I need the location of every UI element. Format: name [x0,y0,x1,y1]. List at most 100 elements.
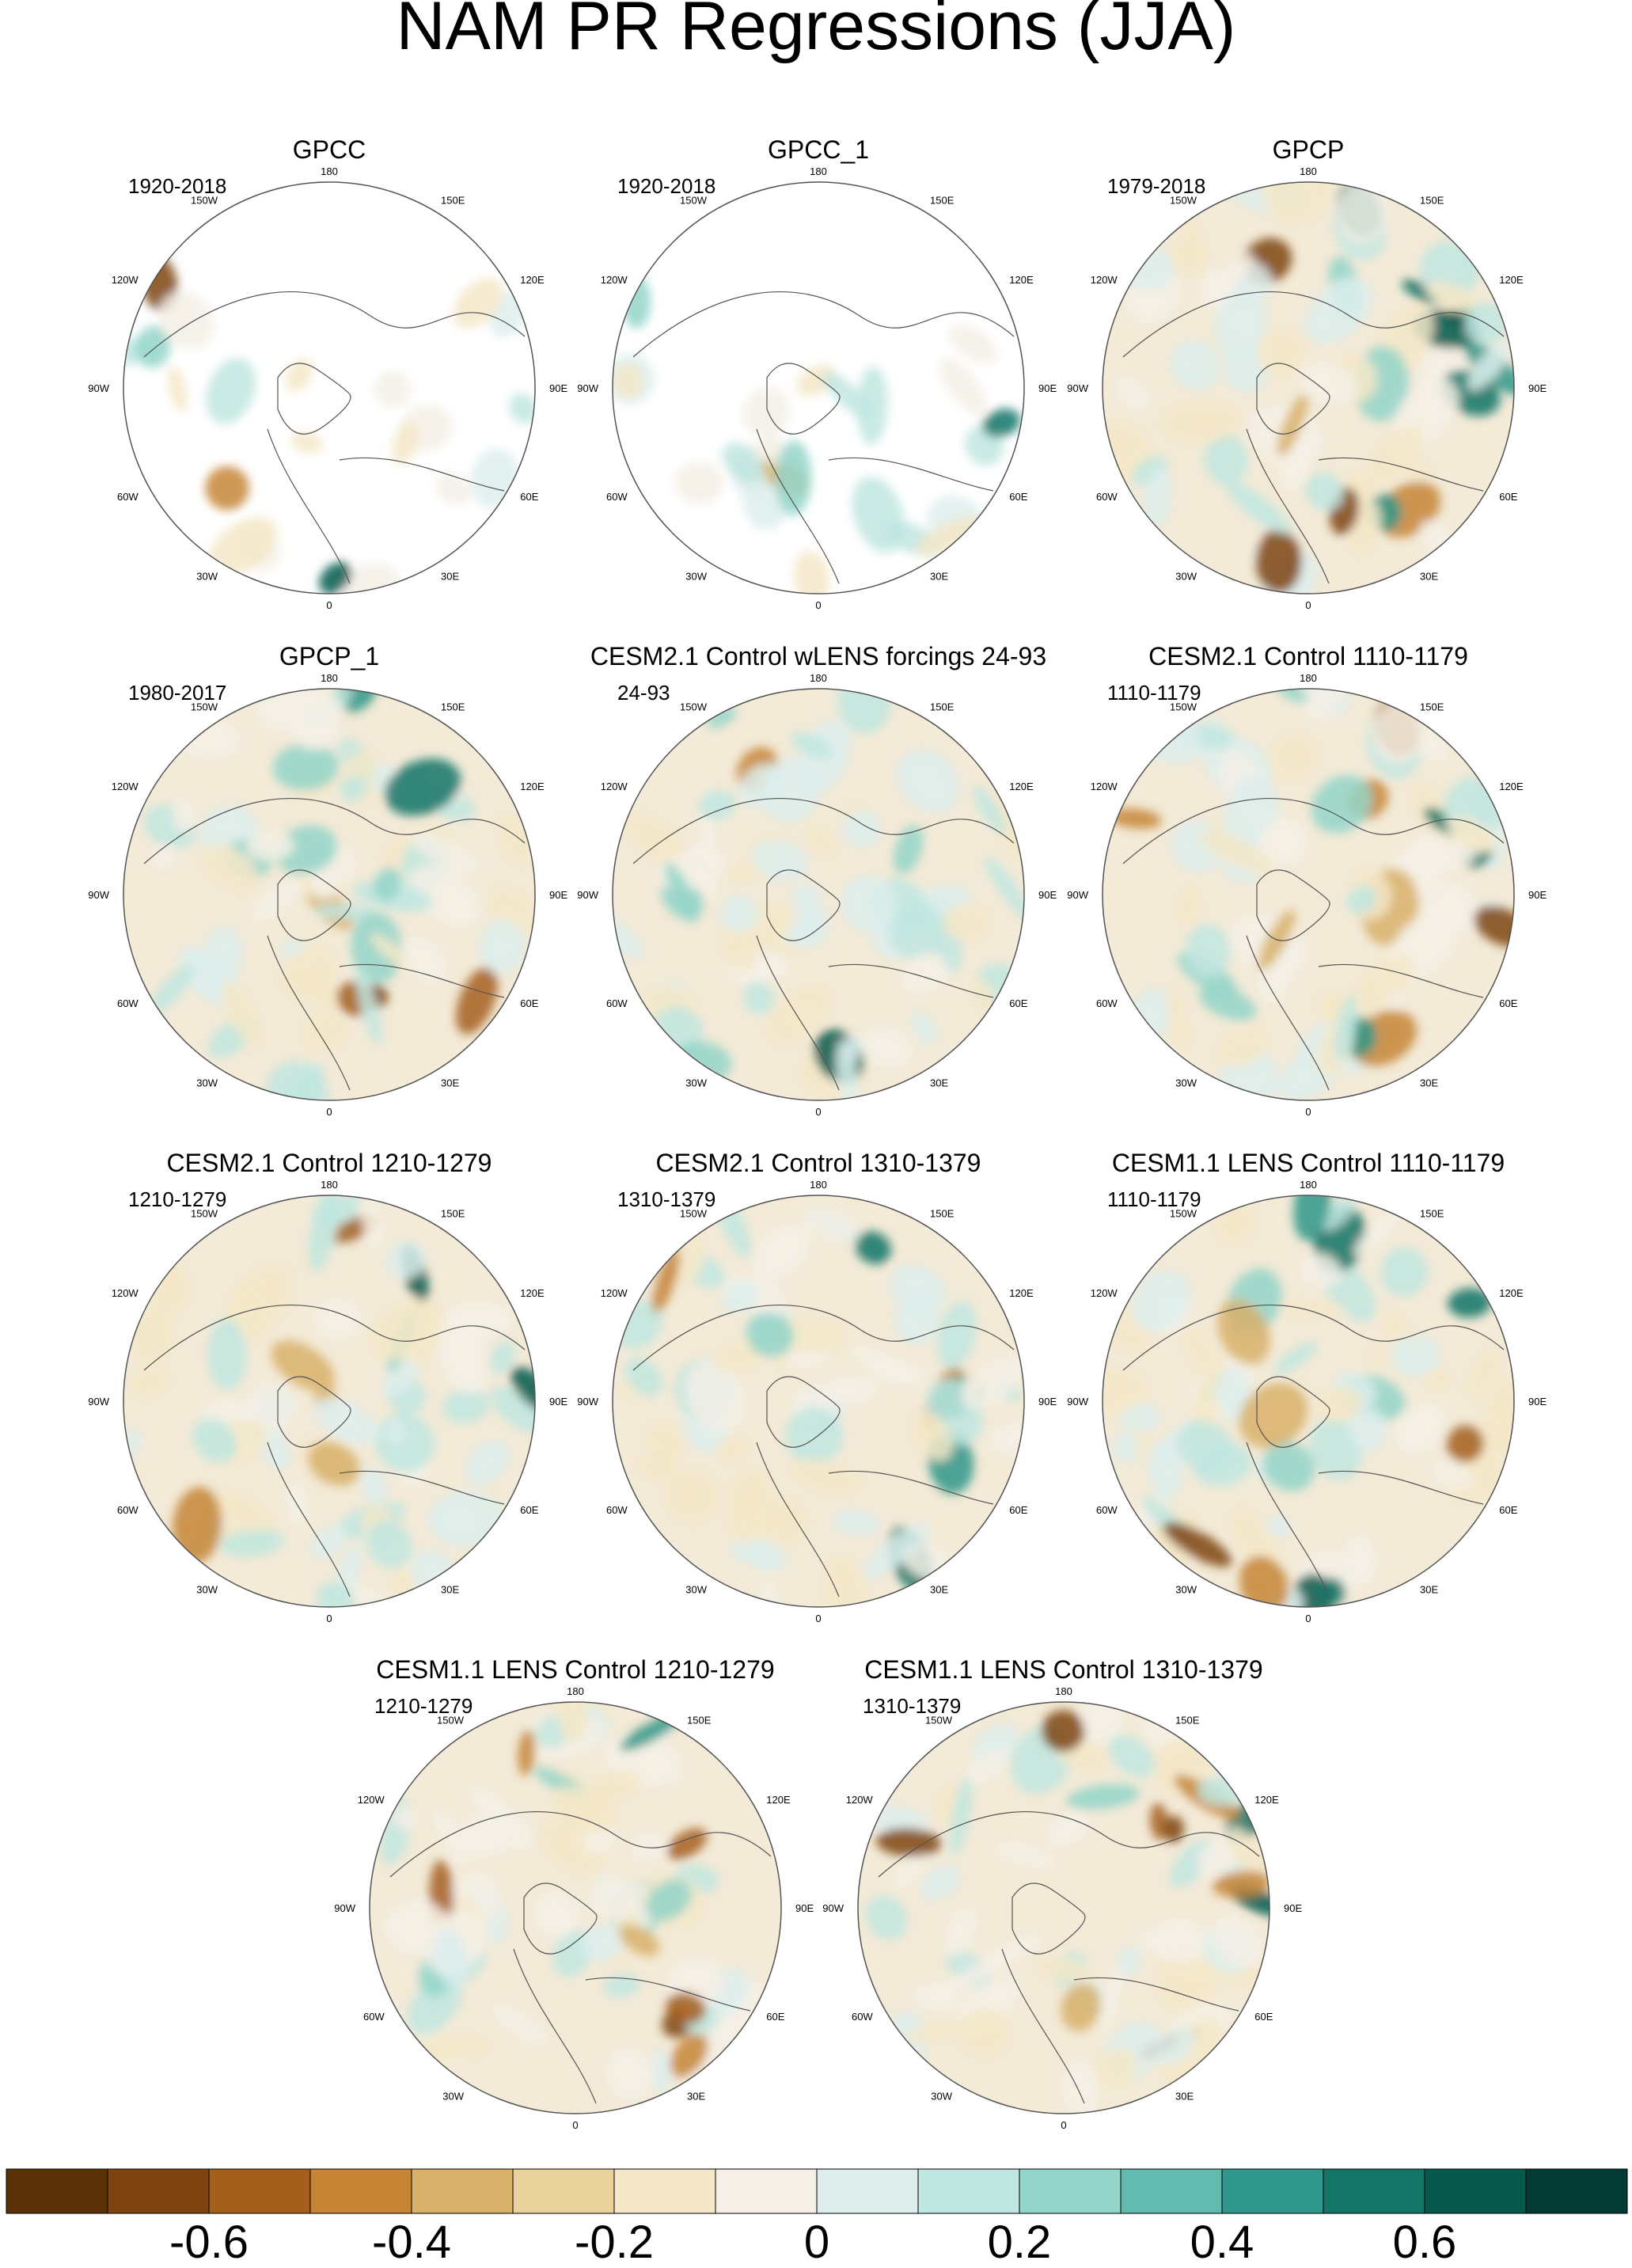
coastlines [143,291,526,584]
panel-title: CESM1.1 LENS Control 1210-1279 [376,1655,774,1684]
longitude-label: 90W [1067,889,1088,901]
map-outline [612,181,1025,595]
regression-field [1103,182,1514,594]
longitude-label: 30W [1175,1077,1197,1088]
colorbar-tick-label: 0.2 [988,2217,1052,2268]
period-label: 1210-1279 [374,1694,473,1718]
colorbar-segment [917,2168,1020,2214]
longitude-label: 150E [441,195,465,207]
longitude-label: 120E [766,1794,791,1806]
map-panel: CESM1.1 LENS Control 1110-11791110-11791… [1067,1149,1547,1624]
longitude-label: 150E [930,1208,955,1220]
colorbar-segment [1221,2168,1324,2214]
longitude-label: 60W [117,997,139,1009]
longitude-label: 0 [1061,2119,1066,2131]
panel-title: GPCP [1273,135,1345,164]
longitude-label: 150W [680,701,708,713]
longitude-label: 30E [1420,570,1438,582]
longitude-label: 90E [1528,889,1547,901]
period-label: 1310-1379 [617,1187,715,1211]
longitude-label: 150E [930,701,955,713]
panel-title: GPCC [293,135,366,164]
map-outline [1102,181,1515,595]
regression-field [370,1702,781,2114]
panel-title: GPCC_1 [768,135,869,164]
regression-field [1103,1195,1514,1607]
longitude-label: 150E [441,1208,465,1220]
longitude-label: 120E [1009,274,1034,286]
longitude-label: 30E [441,1583,459,1595]
map-panel: GPCC_1 1920-2018 180 150E 120E 90E 60E 30E 0 30W 6… [577,135,1057,611]
map-outline [612,688,1025,1101]
longitude-label: 150E [441,701,465,713]
longitude-label: 90E [1528,1396,1547,1408]
longitude-label: 90E [1038,382,1057,394]
longitude-label: 30E [1420,1583,1438,1595]
longitude-label: 90E [549,1396,567,1408]
longitude-label: 120E [1499,274,1524,286]
longitude-label: 30W [931,2090,952,2102]
longitude-label: 60E [766,2011,784,2023]
coastlines [143,1305,526,1597]
longitude-label: 30W [685,1077,707,1088]
longitude-label: 30W [196,570,218,582]
longitude-label: 30E [1175,2090,1194,2102]
longitude-label: 90E [1284,1902,1302,1914]
longitude-label: 120W [601,1287,628,1299]
panel-title: CESM2.1 Control 1110-1179 [1148,642,1468,671]
panel-title: CESM2.1 Control 1310-1379 [656,1149,981,1177]
longitude-label: 180 [321,672,338,684]
coastlines [632,291,1015,584]
map-panel: CESM1.1 LENS Control 1210-12791210-12791… [334,1655,814,2131]
longitude-label: 0 [1305,1613,1311,1624]
panel-title: CESM2.1 Control wLENS forcings 24-93 [590,642,1046,671]
period-label: 1920-2018 [617,174,715,198]
regression-field [613,1195,1024,1607]
longitude-label: 0 [326,1106,332,1118]
longitude-label: 120W [1091,1287,1118,1299]
map-panel: GPCP 1979-2018 180 150E 120E 90E 60E 30E 0 30W 60W… [1067,135,1547,611]
longitude-label: 150W [437,1715,465,1727]
colorbar-segment [309,2168,412,2214]
longitude-label: 0 [1305,1106,1311,1118]
longitude-label: 150E [1420,701,1444,713]
colorbar: -0.6 -0.4 -0.2 0 0.2 0.4 0.6 [6,2168,1628,2268]
longitude-label: 150W [191,701,218,713]
regression-field [123,689,535,1100]
coastlines [1122,291,1505,584]
longitude-label: 60E [1499,997,1517,1009]
longitude-label: 150W [680,1208,708,1220]
coastlines [1122,1305,1505,1597]
longitude-label: 180 [1300,672,1317,684]
longitude-label: 60W [117,1504,139,1516]
longitude-label: 30W [685,1583,707,1595]
longitude-label: 120W [1091,274,1118,286]
regression-field [858,1702,1270,2114]
longitude-label: 150W [925,1715,953,1727]
longitude-label: 30E [441,1077,459,1088]
map-panel: GPCP_1 1980-2017 180 150E 120E 90E 60E 30E 0 30W 6… [88,642,567,1118]
longitude-label: 120E [1009,781,1034,792]
longitude-label: 60W [1096,491,1118,503]
colorbar-segment [1120,2168,1223,2214]
longitude-label: 180 [1055,1685,1072,1697]
colorbar-tick-label: 0.6 [1393,2217,1457,2268]
regression-field [613,689,1024,1100]
longitude-label: 0 [326,599,332,611]
longitude-label: 120E [1499,1287,1524,1299]
longitude-label: 60E [520,491,538,503]
panel-title: GPCP_1 [279,642,379,671]
longitude-label: 0 [326,1613,332,1624]
longitude-label: 60E [520,997,538,1009]
longitude-label: 90E [1038,889,1057,901]
longitude-label: 30W [1175,570,1197,582]
longitude-label: 150W [1170,195,1197,207]
longitude-label: 120E [520,274,545,286]
period-label: 1980-2017 [128,681,226,705]
longitude-label: 120W [112,1287,139,1299]
coastlines [143,798,526,1091]
colorbar-segment [411,2168,514,2214]
period-label: 24-93 [617,681,670,705]
colorbar-tick-label: -0.2 [575,2217,654,2268]
map-outline [123,1195,536,1608]
